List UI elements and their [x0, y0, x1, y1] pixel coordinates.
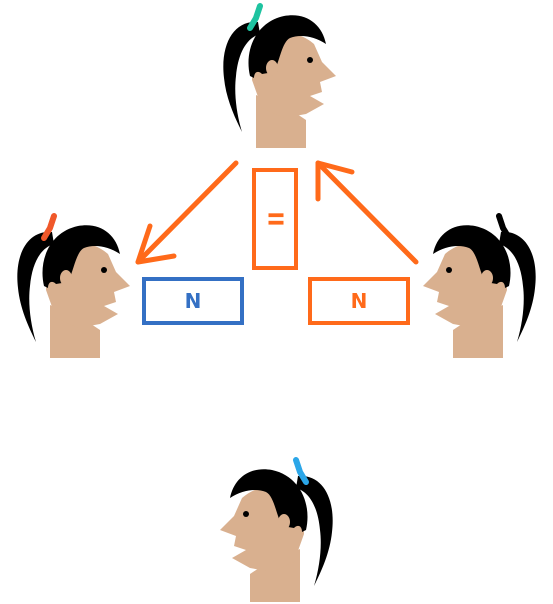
ear	[481, 270, 493, 286]
ear	[60, 270, 72, 286]
hair-tie	[293, 457, 309, 485]
ponytail	[499, 231, 536, 342]
eye	[243, 511, 249, 517]
ponytail	[223, 21, 260, 132]
card-left-label: N	[184, 289, 202, 313]
eye	[101, 267, 107, 273]
card-right: N	[308, 277, 410, 325]
eye	[446, 267, 452, 273]
ear	[266, 60, 278, 76]
card-top: II	[252, 168, 298, 270]
arrow-top-to-left	[135, 160, 239, 265]
ponytail	[296, 475, 333, 586]
ear	[278, 514, 290, 530]
card-top-label: II	[262, 211, 287, 227]
arrow-right-to-top	[315, 160, 419, 265]
hair-tie	[247, 3, 263, 31]
hair-tie	[41, 213, 57, 241]
person-right	[423, 213, 536, 358]
eye	[307, 57, 313, 63]
person-left	[17, 213, 130, 358]
card-left: N	[142, 277, 244, 325]
hair-tie	[496, 213, 512, 241]
person-bottom	[220, 457, 333, 602]
ponytail	[17, 231, 54, 342]
person-top	[223, 3, 336, 148]
card-right-label: N	[350, 289, 368, 313]
